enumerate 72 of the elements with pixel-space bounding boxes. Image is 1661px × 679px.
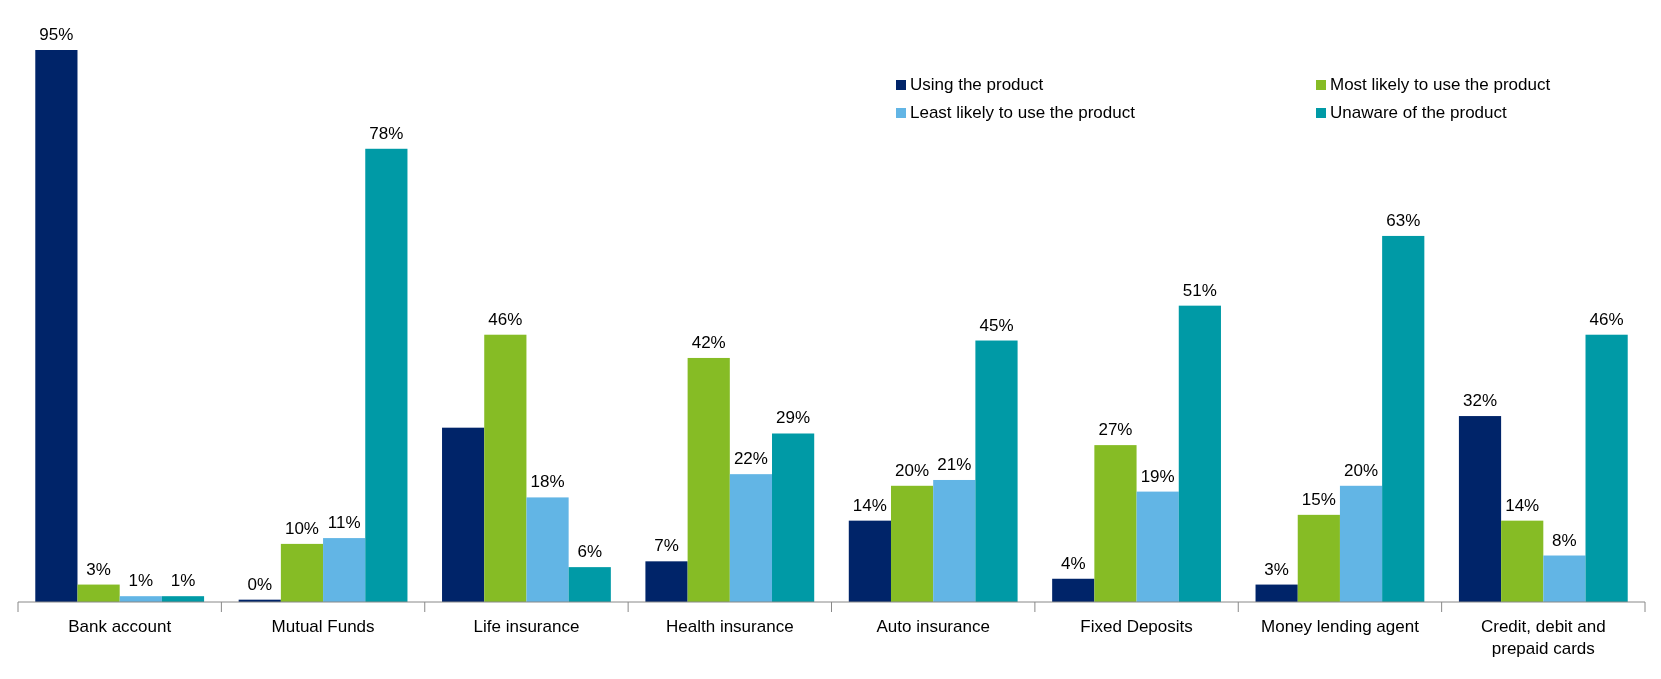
bar bbox=[1178, 305, 1221, 602]
data-label: 22% bbox=[733, 449, 768, 469]
x-tick-label: Bank account bbox=[68, 617, 172, 636]
data-label: 0% bbox=[247, 574, 273, 594]
x-tick-label: Money lending agent bbox=[1261, 617, 1420, 636]
data-label: 8% bbox=[1552, 530, 1577, 550]
x-tick-label: Life insurance bbox=[473, 617, 580, 636]
x-tick-label: Fixed Deposits bbox=[1080, 617, 1193, 636]
bar bbox=[1339, 485, 1383, 602]
bar bbox=[484, 334, 527, 602]
bar bbox=[1543, 555, 1586, 602]
data-label: 14% bbox=[852, 495, 887, 515]
bar bbox=[1382, 235, 1425, 602]
data-label: 78% bbox=[369, 123, 404, 143]
data-label: 63% bbox=[1386, 210, 1421, 230]
bar bbox=[442, 427, 485, 602]
data-label: 20% bbox=[895, 460, 930, 480]
bar bbox=[933, 479, 976, 602]
legend-label: Most likely to use the product bbox=[1330, 75, 1551, 94]
bar bbox=[975, 340, 1018, 602]
data-label: 46% bbox=[488, 309, 523, 329]
data-label: 18% bbox=[530, 472, 565, 492]
bar bbox=[1052, 578, 1095, 602]
bar bbox=[687, 357, 730, 602]
bar bbox=[1585, 334, 1628, 602]
data-label: 1% bbox=[170, 571, 196, 591]
data-label: 6% bbox=[577, 542, 603, 562]
data-label: 19% bbox=[1140, 466, 1175, 486]
bar bbox=[729, 474, 773, 602]
data-label: 95% bbox=[39, 25, 74, 44]
bar bbox=[645, 561, 688, 602]
bar bbox=[526, 497, 569, 602]
data-label: 1% bbox=[128, 571, 154, 591]
data-label: 10% bbox=[284, 518, 319, 538]
bar bbox=[365, 148, 408, 602]
data-label: 27% bbox=[1098, 420, 1133, 440]
bar bbox=[848, 520, 891, 602]
legend-label: Using the product bbox=[910, 75, 1044, 94]
bar bbox=[77, 584, 120, 602]
legend-label: Least likely to use the product bbox=[910, 103, 1136, 122]
bar bbox=[1458, 416, 1502, 602]
data-label: 21% bbox=[937, 454, 972, 474]
data-label: 14% bbox=[1505, 495, 1540, 515]
data-label: 3% bbox=[86, 559, 111, 579]
data-label: 51% bbox=[1182, 280, 1217, 300]
bar bbox=[280, 543, 324, 602]
x-tick-label: Mutual Funds bbox=[271, 617, 375, 636]
bar bbox=[1501, 520, 1544, 602]
bar bbox=[1094, 445, 1137, 602]
bar bbox=[1136, 491, 1179, 602]
data-label: 4% bbox=[1060, 553, 1086, 573]
data-label: 7% bbox=[654, 536, 679, 556]
data-label: 32% bbox=[1463, 391, 1498, 411]
data-label: 42% bbox=[691, 332, 726, 352]
bar bbox=[568, 567, 611, 602]
bar bbox=[1255, 584, 1298, 602]
data-label: 20% bbox=[1344, 460, 1379, 480]
data-label: 3% bbox=[1264, 559, 1289, 579]
bar bbox=[1297, 514, 1340, 602]
legend-label: Unaware of the product bbox=[1330, 103, 1507, 122]
data-label: 15% bbox=[1301, 489, 1336, 509]
bar bbox=[35, 50, 78, 602]
x-tick-label: Auto insurance bbox=[876, 617, 990, 636]
data-label: 46% bbox=[1589, 309, 1624, 329]
data-label: 29% bbox=[776, 408, 811, 428]
x-tick-label: Credit, debit and prepaid cards bbox=[1480, 617, 1606, 658]
bar bbox=[772, 433, 815, 602]
data-label: 11% bbox=[327, 513, 361, 533]
bar bbox=[323, 538, 366, 602]
data-label: 45% bbox=[979, 315, 1014, 335]
x-tick-label: Health insurance bbox=[666, 617, 794, 636]
bar bbox=[890, 485, 934, 602]
